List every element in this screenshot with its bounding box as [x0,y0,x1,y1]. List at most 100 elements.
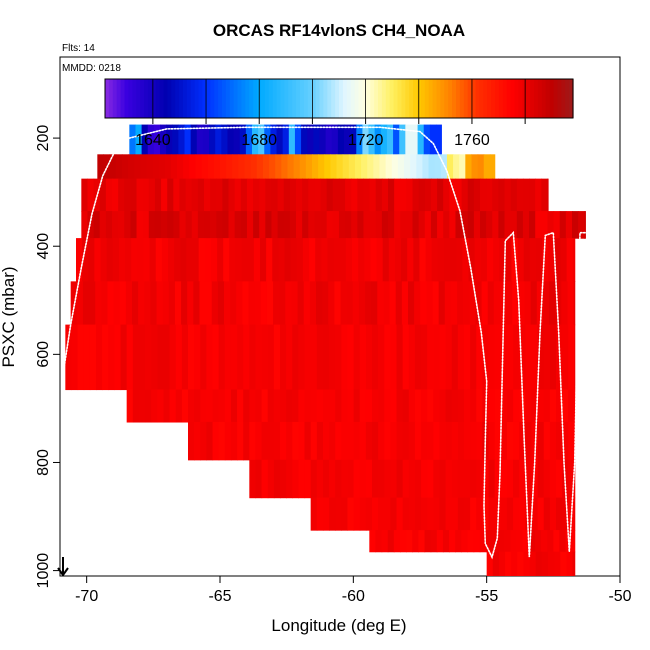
heatmap-cell [235,238,243,282]
flight-track-line [61,126,587,560]
heatmap-cell [378,421,385,461]
heatmap-cell [112,211,119,239]
heatmap-cell [255,324,263,391]
heatmap-cell [140,154,147,180]
heatmap-cell [126,324,134,391]
heatmap-cell [184,124,192,155]
heatmap-cell [265,211,273,239]
heatmap-cell [384,421,391,461]
heatmap-cell [450,281,458,326]
heatmap-cell [449,178,457,212]
heatmap-cell [427,389,434,423]
plot-frame [59,56,621,577]
heatmap-cell [402,324,410,391]
heatmap-cell [299,154,307,180]
heatmap-cell [342,154,350,180]
heatmap-cell [430,530,438,553]
heatmap-cell [224,421,232,461]
heatmap-cell [395,281,403,326]
heatmap-cell [286,421,293,461]
y-axis: 200 400 600 800 1000 [35,125,60,588]
heatmap-cell [237,324,244,391]
heatmap-cell [574,389,576,423]
heatmap-cell [517,238,525,282]
heatmap-cell [329,421,336,461]
heatmap-cell [310,459,318,499]
heatmap-cell [396,497,404,531]
heatmap-cell [107,281,115,326]
heatmap-cell [438,281,446,326]
heatmap-cell [483,154,491,180]
heatmap-cell [131,238,138,282]
heatmap-cell [358,238,365,282]
colorbar-swatch [222,79,227,118]
heatmap-cell [531,497,539,531]
heatmap-cell [494,459,502,499]
heatmap-cell [571,530,576,553]
heatmap-cell [414,389,422,423]
heatmap-cell [228,211,236,239]
heatmap-cell [236,281,243,326]
heatmap-cell [296,211,303,239]
heatmap-cell [493,281,501,326]
y-tick-label: 800 [35,449,52,476]
heatmap-cell [408,389,416,423]
heatmap-cell [413,238,421,282]
heatmap-cell [372,389,379,423]
heatmap-cell [187,281,194,326]
heatmap-cell [153,124,161,155]
colorbar-swatch [413,79,418,118]
heatmap-cell [549,324,557,391]
heatmap-cell [443,211,450,239]
heatmap-cell [218,389,226,423]
heatmap-cell [469,281,477,326]
colorbar-swatch [214,79,219,118]
heatmap-cell [404,154,411,180]
heatmap-cell [149,238,157,282]
heatmap-cell [336,154,344,180]
heatmap-cell [439,497,447,531]
heatmap-cell [556,497,563,531]
colorbar-swatch [218,79,223,118]
heatmap-cell [463,281,470,326]
colorbar-frame [104,78,574,119]
heatmap-cell [121,154,129,180]
x-axis: -70 -65 -60 -55 -50 [75,576,632,605]
heatmap-cell [169,389,177,423]
heatmap-cell [480,238,488,282]
heatmap-cell [167,178,174,212]
heatmap-cell [406,211,414,239]
heatmap-cell [457,459,465,499]
heatmap-cell [158,154,166,180]
heatmap-cell [385,154,393,180]
heatmap-cell [548,551,555,576]
colorbar-swatch [155,79,161,118]
heatmap-cell [205,281,213,326]
colorbar-swatch [335,79,340,118]
heatmap-cells [65,124,586,576]
heatmap-cell [237,421,244,461]
heatmap-cell [277,211,285,239]
heatmap-cell [280,421,287,461]
heatmap-cell [372,324,379,391]
heatmap-cell [468,238,476,282]
heatmap-cell [470,324,477,391]
heatmap-cell [457,281,464,326]
heatmap-cell [394,178,401,212]
colorbar-tick-label: 1680 [241,132,277,149]
heatmap-cell [271,211,279,239]
heatmap-cell [381,211,389,239]
colorbar-swatch [358,79,363,118]
colorbar-swatch [491,79,496,118]
colorbar-swatch [514,79,519,118]
heatmap-cell [326,178,334,212]
heatmap-cell [406,530,413,553]
heatmap-cell [572,551,576,576]
heatmap-cell [449,211,457,239]
heatmap-cell [321,238,329,282]
heatmap-cell [249,421,257,461]
heatmap-cell [476,389,483,423]
heatmap-cell [163,324,171,391]
heatmap-cell [286,389,293,423]
heatmap-cell [298,421,306,461]
